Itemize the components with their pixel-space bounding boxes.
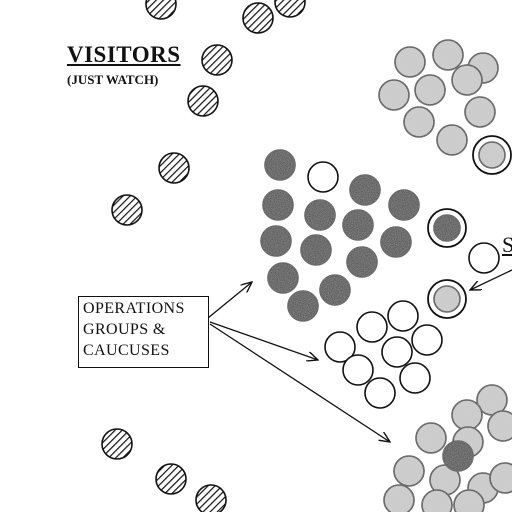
gray-seat xyxy=(487,410,512,442)
arrow-to-white-group xyxy=(209,321,318,360)
arrow-to-gray-group xyxy=(209,323,390,442)
dark-seat xyxy=(349,174,381,206)
gray-seat xyxy=(414,74,446,106)
dark-seat xyxy=(264,149,296,181)
dark-seat xyxy=(380,226,412,258)
visitor-seat xyxy=(101,428,133,460)
gray-seat xyxy=(453,489,485,512)
highlighted-gray-seat xyxy=(472,135,512,175)
highlighted-dark-seat xyxy=(427,208,467,248)
gray-seat xyxy=(464,96,496,128)
white-seat xyxy=(399,362,431,394)
gray-seat xyxy=(451,64,483,96)
gray-seat xyxy=(451,399,483,431)
dark-seat xyxy=(388,189,420,221)
visitor-seats xyxy=(101,0,306,512)
arrow-to-special-seat xyxy=(470,269,512,290)
edge-label: S xyxy=(502,232,512,257)
white-seat xyxy=(387,300,419,332)
dark-seat xyxy=(304,199,336,231)
highlighted-gray-seat xyxy=(427,279,467,319)
white-seat xyxy=(356,311,388,343)
operations-group-dark xyxy=(260,149,420,322)
operations-groups-box: OPERATIONS GROUPS & CAUCUSES xyxy=(78,296,209,368)
visitor-seat xyxy=(242,2,274,34)
visitor-seat xyxy=(201,44,233,76)
white-seat xyxy=(381,336,413,368)
visitor-seat xyxy=(187,85,219,117)
special-seats xyxy=(427,135,512,472)
operations-group-white xyxy=(307,161,500,409)
visitor-seat xyxy=(158,152,190,184)
gray-seat xyxy=(432,39,464,71)
operations-line-3: CAUCUSES xyxy=(83,342,170,359)
operations-group-gray xyxy=(378,39,512,512)
white-seat xyxy=(342,354,374,386)
visitors-label: VISITORS xyxy=(67,42,181,67)
operations-line-2: GROUPS & xyxy=(83,321,166,338)
white-seat xyxy=(324,331,356,363)
gray-seat xyxy=(378,79,410,111)
dark-seat xyxy=(346,246,378,278)
dark-seat xyxy=(300,234,332,266)
visitor-seat xyxy=(111,194,143,226)
gray-seat xyxy=(489,462,512,494)
white-seat xyxy=(364,377,396,409)
dark-seat xyxy=(267,262,299,294)
white-seat xyxy=(307,161,339,193)
visitor-seat xyxy=(274,0,306,18)
gray-seat xyxy=(436,124,468,156)
gray-seat xyxy=(415,422,447,454)
dark-seat xyxy=(342,209,374,241)
gray-seat xyxy=(403,106,435,138)
white-seat xyxy=(411,324,443,356)
gray-seat xyxy=(421,489,453,512)
visitors-sublabel: (JUST WATCH) xyxy=(67,72,159,87)
visitor-seat xyxy=(195,484,227,512)
white-seat xyxy=(468,242,500,274)
dark-seat xyxy=(442,440,474,472)
gray-seat xyxy=(393,455,425,487)
gray-seat xyxy=(394,46,426,78)
pointer-arrows xyxy=(207,269,512,442)
visitor-seat xyxy=(155,463,187,495)
dark-seat xyxy=(262,189,294,221)
visitor-seat xyxy=(145,0,177,20)
dark-seat xyxy=(260,225,292,257)
operations-line-1: OPERATIONS xyxy=(83,300,185,317)
dark-seat xyxy=(319,274,351,306)
dark-seat xyxy=(287,290,319,322)
arrow-to-dark-group xyxy=(207,282,252,319)
gray-seat xyxy=(383,484,415,512)
